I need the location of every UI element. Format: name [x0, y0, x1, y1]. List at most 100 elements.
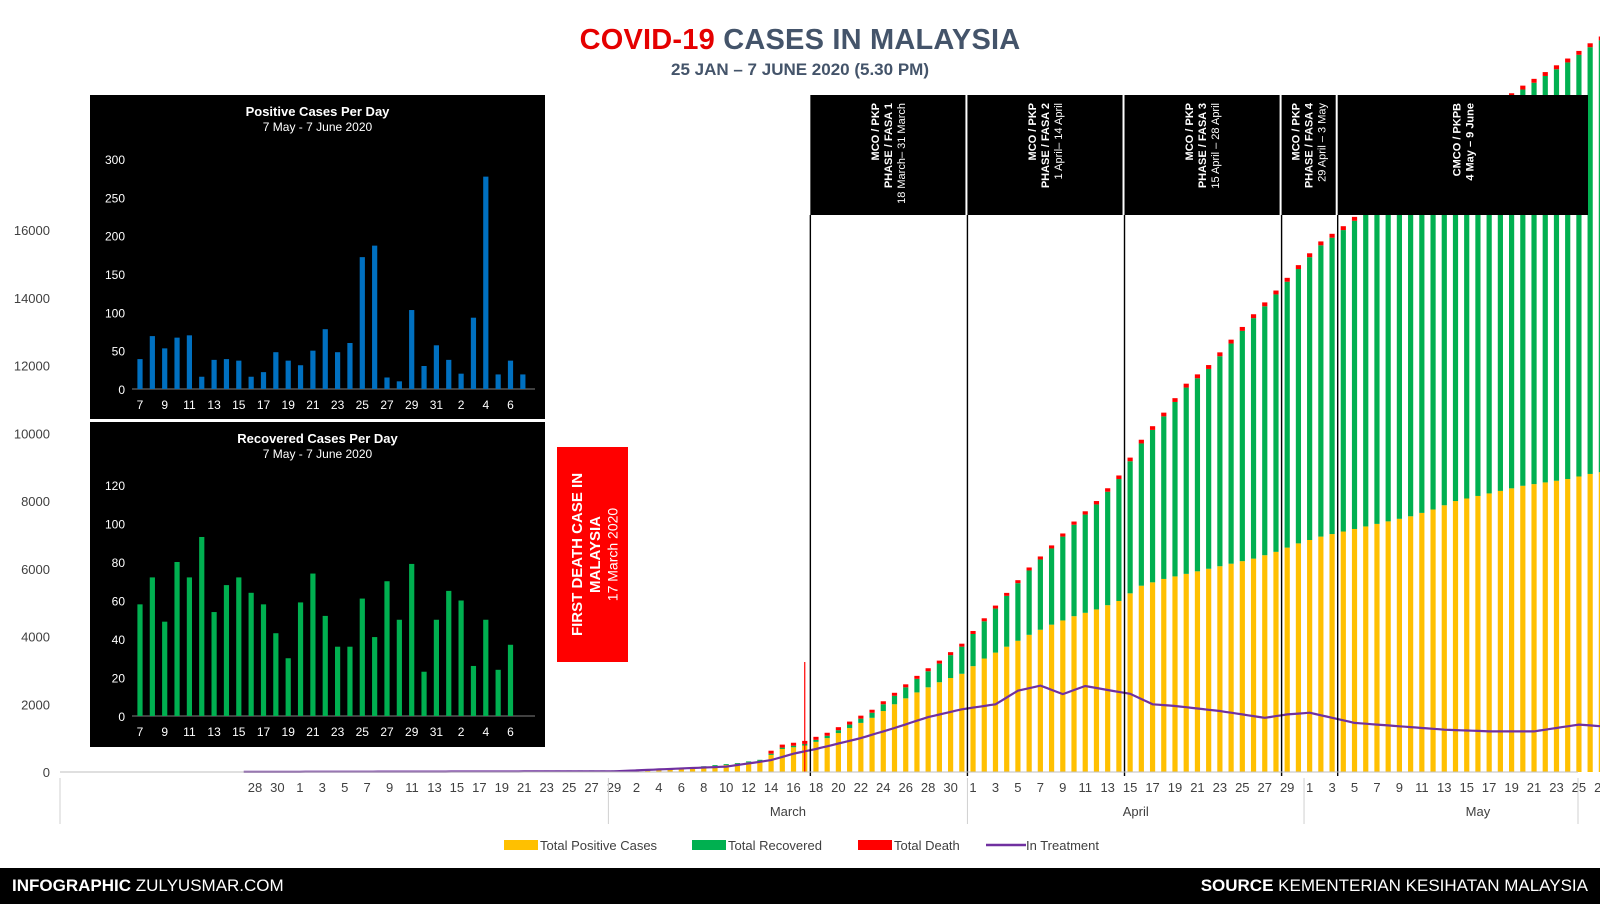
bar-recovered: [1172, 401, 1178, 577]
bar-death: [858, 715, 864, 719]
x-tick-label: 24: [876, 780, 890, 795]
bar-positive: [1295, 543, 1302, 772]
title-text: COVID-19 CASES IN MALAYSIA: [0, 24, 1600, 57]
bar-death: [1183, 383, 1189, 388]
bar-positive: [1273, 551, 1279, 772]
bar-recovered: [858, 718, 864, 723]
phase-label: PHASE / FASA 1: [883, 103, 895, 188]
bar-positive: [1239, 561, 1245, 772]
chart-subtitle: 25 JAN – 7 JUNE 2020 (5.30 PM): [671, 60, 929, 79]
bar-positive: [1228, 563, 1234, 772]
x-tick-label: 29: [1280, 780, 1294, 795]
inset-bar: [310, 350, 316, 389]
inset-x-tick: 11: [183, 725, 196, 739]
bar-death: [1093, 501, 1100, 505]
inset-subtitle: 7 May - 7 June 2020: [263, 120, 373, 134]
inset-bar: [260, 372, 267, 389]
bar-death: [1105, 488, 1111, 492]
x-tick-label: 25: [1235, 780, 1249, 795]
inset-bar: [335, 646, 341, 716]
inset-bar: [495, 374, 501, 389]
month-label: March: [770, 804, 806, 819]
inset-bar: [137, 604, 143, 716]
bar-death: [1553, 65, 1560, 70]
x-tick-label: 12: [741, 780, 755, 795]
bar-recovered: [1127, 461, 1133, 594]
bar-positive: [1452, 501, 1459, 772]
x-tick-label: 21: [517, 780, 531, 795]
bar-positive: [970, 666, 976, 772]
bar-death: [1587, 43, 1593, 48]
banner-box: [557, 447, 628, 662]
inset-bar: [297, 602, 304, 716]
inset-bar: [446, 590, 452, 716]
bar-death: [981, 618, 987, 622]
x-tick-label: 2: [633, 780, 640, 795]
x-tick-label: 22: [854, 780, 868, 795]
inset-y-tick: 20: [112, 672, 126, 686]
bar-recovered: [1082, 514, 1088, 613]
bar-death: [790, 742, 797, 746]
bar-positive: [1576, 476, 1582, 772]
phase-box: [1124, 95, 1280, 215]
footer: INFOGRAPHIC ZULYUSMAR.COM SOURCE KEMENTE…: [0, 868, 1600, 904]
footer-credit-label: INFOGRAPHIC: [12, 876, 131, 895]
x-tick-label: 11: [1078, 780, 1092, 795]
bar-recovered: [1037, 559, 1043, 630]
bar-positive: [1408, 516, 1414, 772]
inset-bar: [470, 665, 477, 716]
x-tick-label: 7: [364, 780, 371, 795]
bar-recovered: [1116, 479, 1122, 601]
bar-death: [1149, 426, 1156, 430]
inset-x-tick: 17: [257, 398, 271, 412]
inset-bar: [322, 615, 328, 716]
legend: Total Positive Cases Total Recovered Total…: [504, 838, 1099, 853]
x-tick-label: 30: [943, 780, 957, 795]
bar-positive: [1048, 624, 1055, 772]
bar-death: [1194, 374, 1201, 379]
x-tick-label: 25: [1572, 780, 1586, 795]
inset-bar: [149, 577, 155, 716]
inset-y-tick: 200: [105, 230, 125, 244]
x-tick-label: 29: [607, 780, 621, 795]
inset-background: [90, 422, 545, 747]
bar-recovered: [847, 724, 853, 728]
inset-y-tick: 0: [118, 383, 125, 397]
inset-x-tick: 15: [232, 398, 246, 412]
x-tick-label: 21: [1527, 780, 1541, 795]
bar-death: [1037, 556, 1043, 560]
inset-y-tick: 100: [105, 518, 125, 532]
x-tick-label: 9: [1396, 780, 1403, 795]
inset-x-tick: 21: [306, 725, 320, 739]
phase-label: 15 April – 28 April: [1210, 103, 1222, 189]
inset-bar: [483, 176, 489, 389]
bar-positive: [712, 765, 718, 772]
bar-death: [1138, 439, 1144, 444]
bar-recovered: [1262, 306, 1268, 556]
bar-positive: [1374, 523, 1380, 772]
bar-death: [1273, 290, 1279, 295]
inset-bar: [285, 360, 291, 389]
bar-death: [1284, 277, 1290, 282]
inset-bar: [223, 585, 230, 716]
inset-y-tick: 300: [105, 153, 125, 167]
inset-title: Recovered Cases Per Day: [237, 431, 398, 446]
inset-bar: [433, 619, 439, 716]
x-tick-label: 15: [1123, 780, 1137, 795]
x-tick-label: 19: [1168, 780, 1182, 795]
footer-credit-text: ZULYUSMAR.COM: [131, 876, 284, 895]
bar-positive: [667, 769, 673, 772]
x-tick-label: 11: [1415, 780, 1429, 795]
bar-recovered: [891, 695, 898, 705]
inset-bar: [236, 577, 242, 716]
bar-death: [1172, 398, 1178, 402]
x-tick-label: 13: [1100, 780, 1114, 795]
bar-positive: [1307, 539, 1313, 772]
bar-recovered: [1565, 62, 1571, 480]
bar-death: [1228, 339, 1234, 344]
inset-bar: [421, 671, 427, 716]
inset-bar: [137, 359, 143, 389]
x-tick-label: 9: [386, 780, 393, 795]
bar-recovered: [1509, 97, 1515, 489]
